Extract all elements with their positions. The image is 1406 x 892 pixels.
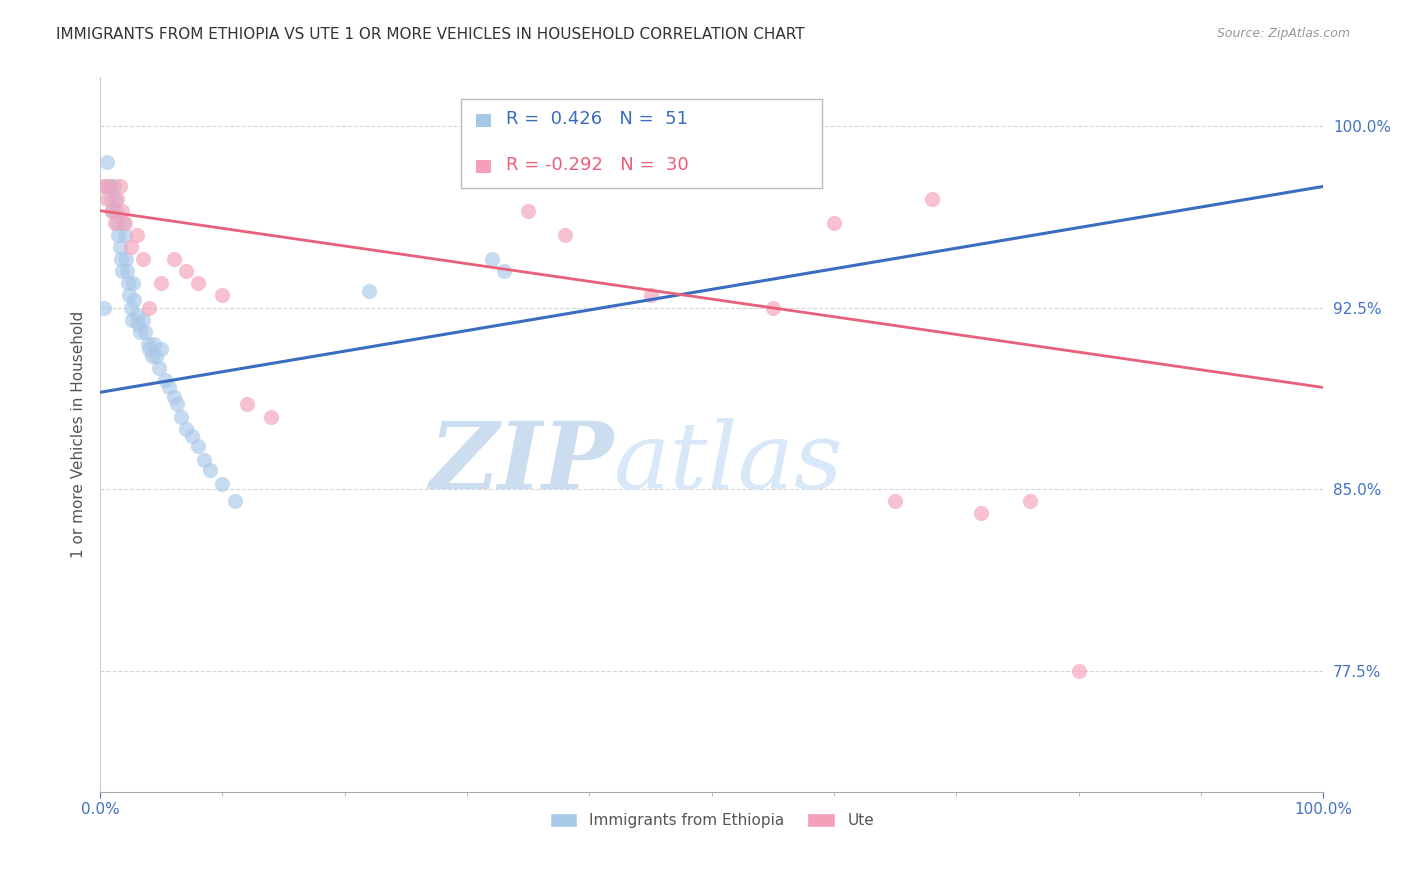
Point xyxy=(481,252,503,266)
Point xyxy=(117,277,139,291)
Point xyxy=(142,337,165,351)
Point xyxy=(211,477,233,491)
Point xyxy=(162,390,184,404)
Point xyxy=(136,337,159,351)
Point xyxy=(115,264,138,278)
Point xyxy=(211,288,233,302)
Point xyxy=(114,227,136,242)
Text: IMMIGRANTS FROM ETHIOPIA VS UTE 1 OR MORE VEHICLES IN HOUSEHOLD CORRELATION CHAR: IMMIGRANTS FROM ETHIOPIA VS UTE 1 OR MOR… xyxy=(56,27,804,42)
Text: R =  0.426   N =  51: R = 0.426 N = 51 xyxy=(506,110,688,128)
Point xyxy=(114,252,136,266)
Point xyxy=(125,227,148,242)
Point xyxy=(166,397,188,411)
Point xyxy=(150,277,173,291)
Text: Source: ZipAtlas.com: Source: ZipAtlas.com xyxy=(1216,27,1350,40)
Point xyxy=(884,494,907,508)
Point xyxy=(101,203,124,218)
Point xyxy=(145,349,167,363)
FancyBboxPatch shape xyxy=(461,99,821,188)
Point xyxy=(148,361,170,376)
Point xyxy=(104,216,127,230)
Point xyxy=(236,397,259,411)
Point xyxy=(110,252,132,266)
Point xyxy=(118,288,141,302)
Point xyxy=(640,288,662,302)
Point xyxy=(193,453,215,467)
Point xyxy=(970,507,993,521)
Point xyxy=(157,380,180,394)
FancyBboxPatch shape xyxy=(475,114,491,127)
Point xyxy=(127,318,149,332)
Point xyxy=(96,192,118,206)
Point xyxy=(103,179,125,194)
Point xyxy=(359,284,381,298)
Point xyxy=(96,155,118,169)
Point xyxy=(120,301,142,315)
Point xyxy=(517,203,540,218)
Point xyxy=(180,429,202,443)
Point xyxy=(112,216,135,230)
Point xyxy=(762,301,785,315)
Point xyxy=(1067,664,1090,678)
Point xyxy=(187,439,209,453)
Point xyxy=(105,216,128,230)
Point xyxy=(124,293,146,308)
Point xyxy=(162,252,184,266)
Point xyxy=(200,463,222,477)
Point xyxy=(823,216,845,230)
Point xyxy=(98,179,121,194)
Point xyxy=(921,192,943,206)
Point xyxy=(105,192,128,206)
Point xyxy=(150,342,173,356)
Legend: Immigrants from Ethiopia, Ute: Immigrants from Ethiopia, Ute xyxy=(543,807,880,834)
Point xyxy=(170,409,193,424)
Point xyxy=(174,422,197,436)
FancyBboxPatch shape xyxy=(475,161,491,173)
Point xyxy=(93,179,115,194)
Point xyxy=(1018,494,1040,508)
Text: ZIP: ZIP xyxy=(430,418,614,508)
Text: atlas: atlas xyxy=(614,418,844,508)
Point xyxy=(138,301,160,315)
Point xyxy=(134,325,156,339)
Point xyxy=(111,264,134,278)
Point xyxy=(101,203,124,218)
Point xyxy=(120,240,142,254)
Point xyxy=(129,325,152,339)
Point xyxy=(492,264,515,278)
Point xyxy=(260,409,283,424)
Point xyxy=(105,203,128,218)
Point xyxy=(132,312,155,326)
Y-axis label: 1 or more Vehicles in Household: 1 or more Vehicles in Household xyxy=(72,311,86,558)
Point xyxy=(554,227,576,242)
Point xyxy=(111,203,134,218)
Point xyxy=(108,240,131,254)
Point xyxy=(100,192,122,206)
Point xyxy=(224,494,246,508)
Point xyxy=(125,308,148,322)
Point xyxy=(108,179,131,194)
Point xyxy=(107,227,129,242)
Point xyxy=(121,312,143,326)
Point xyxy=(153,373,176,387)
Point xyxy=(96,179,118,194)
Point xyxy=(93,301,115,315)
Point xyxy=(138,342,160,356)
Point xyxy=(174,264,197,278)
Point xyxy=(98,179,121,194)
Text: R = -0.292   N =  30: R = -0.292 N = 30 xyxy=(506,156,689,175)
Point xyxy=(122,277,145,291)
Point xyxy=(104,192,127,206)
Point xyxy=(114,216,136,230)
Point xyxy=(141,349,163,363)
Point xyxy=(132,252,155,266)
Point xyxy=(187,277,209,291)
